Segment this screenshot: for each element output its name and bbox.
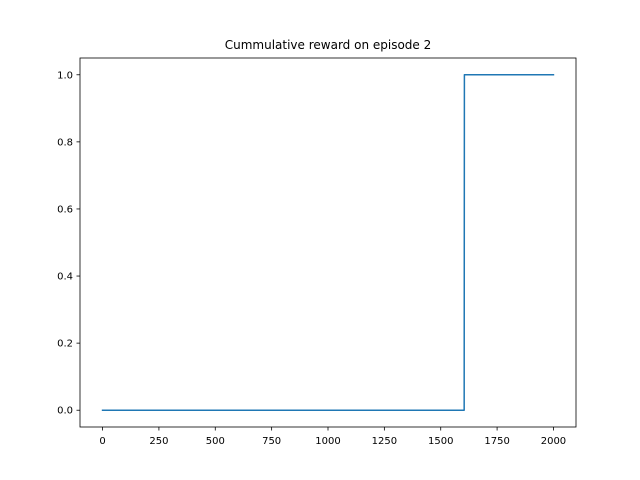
x-tick-label: 250 <box>149 436 168 447</box>
x-tick-label: 1750 <box>484 436 509 447</box>
series-layer <box>101 74 555 411</box>
y-tick-label: 0.8 <box>57 137 73 148</box>
y-tick-label: 0.0 <box>57 406 73 417</box>
x-tick-label: 1000 <box>315 436 340 447</box>
chart-title: Cummulative reward on episode 2 <box>225 38 432 52</box>
x-tick-label: 0 <box>99 436 105 447</box>
y-tick-label: 0.2 <box>57 339 73 350</box>
series-line <box>101 74 555 411</box>
y-axis: 0.0 0.2 0.4 0.6 0.8 1.0 <box>57 70 80 417</box>
x-tick-label: 750 <box>262 436 281 447</box>
y-tick-label: 0.4 <box>57 272 73 283</box>
x-tick-label: 500 <box>206 436 225 447</box>
x-axis: 0 250 500 750 1000 1250 1500 1750 2000 <box>99 427 566 447</box>
x-tick-label: 1250 <box>372 436 397 447</box>
x-tick-label: 1500 <box>428 436 453 447</box>
y-tick-label: 1.0 <box>57 70 73 81</box>
y-tick-label: 0.6 <box>57 204 73 215</box>
x-tick-label: 2000 <box>541 436 566 447</box>
